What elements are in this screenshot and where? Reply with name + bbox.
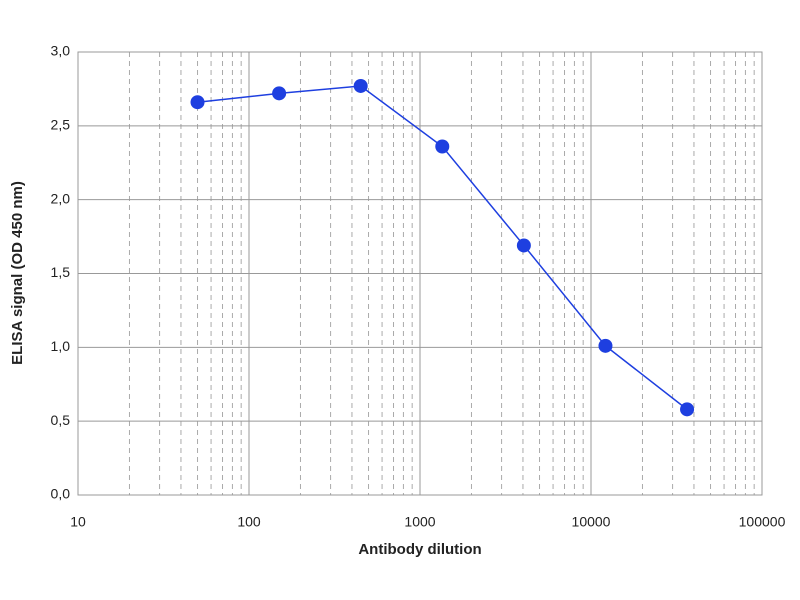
- data-point: [353, 78, 368, 93]
- data-point: [680, 402, 695, 417]
- y-tick-label: 3,0: [51, 43, 71, 59]
- data-point: [435, 139, 450, 154]
- y-axis-title: ELISA signal (OD 450 nm): [9, 181, 26, 365]
- x-tick-label: 100000: [739, 514, 786, 530]
- x-tick-label: 10: [70, 514, 86, 530]
- y-tick-label: 0,5: [51, 412, 71, 428]
- y-tick-label: 0,0: [51, 486, 71, 502]
- y-tick-label: 1,0: [51, 338, 71, 354]
- data-point: [272, 86, 287, 101]
- x-tick-label: 10000: [572, 514, 611, 530]
- data-point: [598, 338, 613, 353]
- data-point: [190, 95, 205, 110]
- y-tick-label: 2,5: [51, 117, 71, 133]
- x-axis-title: Antibody dilution: [358, 541, 481, 558]
- x-tick-label: 100: [237, 514, 261, 530]
- x-tick-label: 1000: [404, 514, 435, 530]
- y-tick-label: 2,0: [51, 190, 71, 206]
- y-tick-label: 1,5: [51, 264, 71, 280]
- data-point: [516, 238, 531, 253]
